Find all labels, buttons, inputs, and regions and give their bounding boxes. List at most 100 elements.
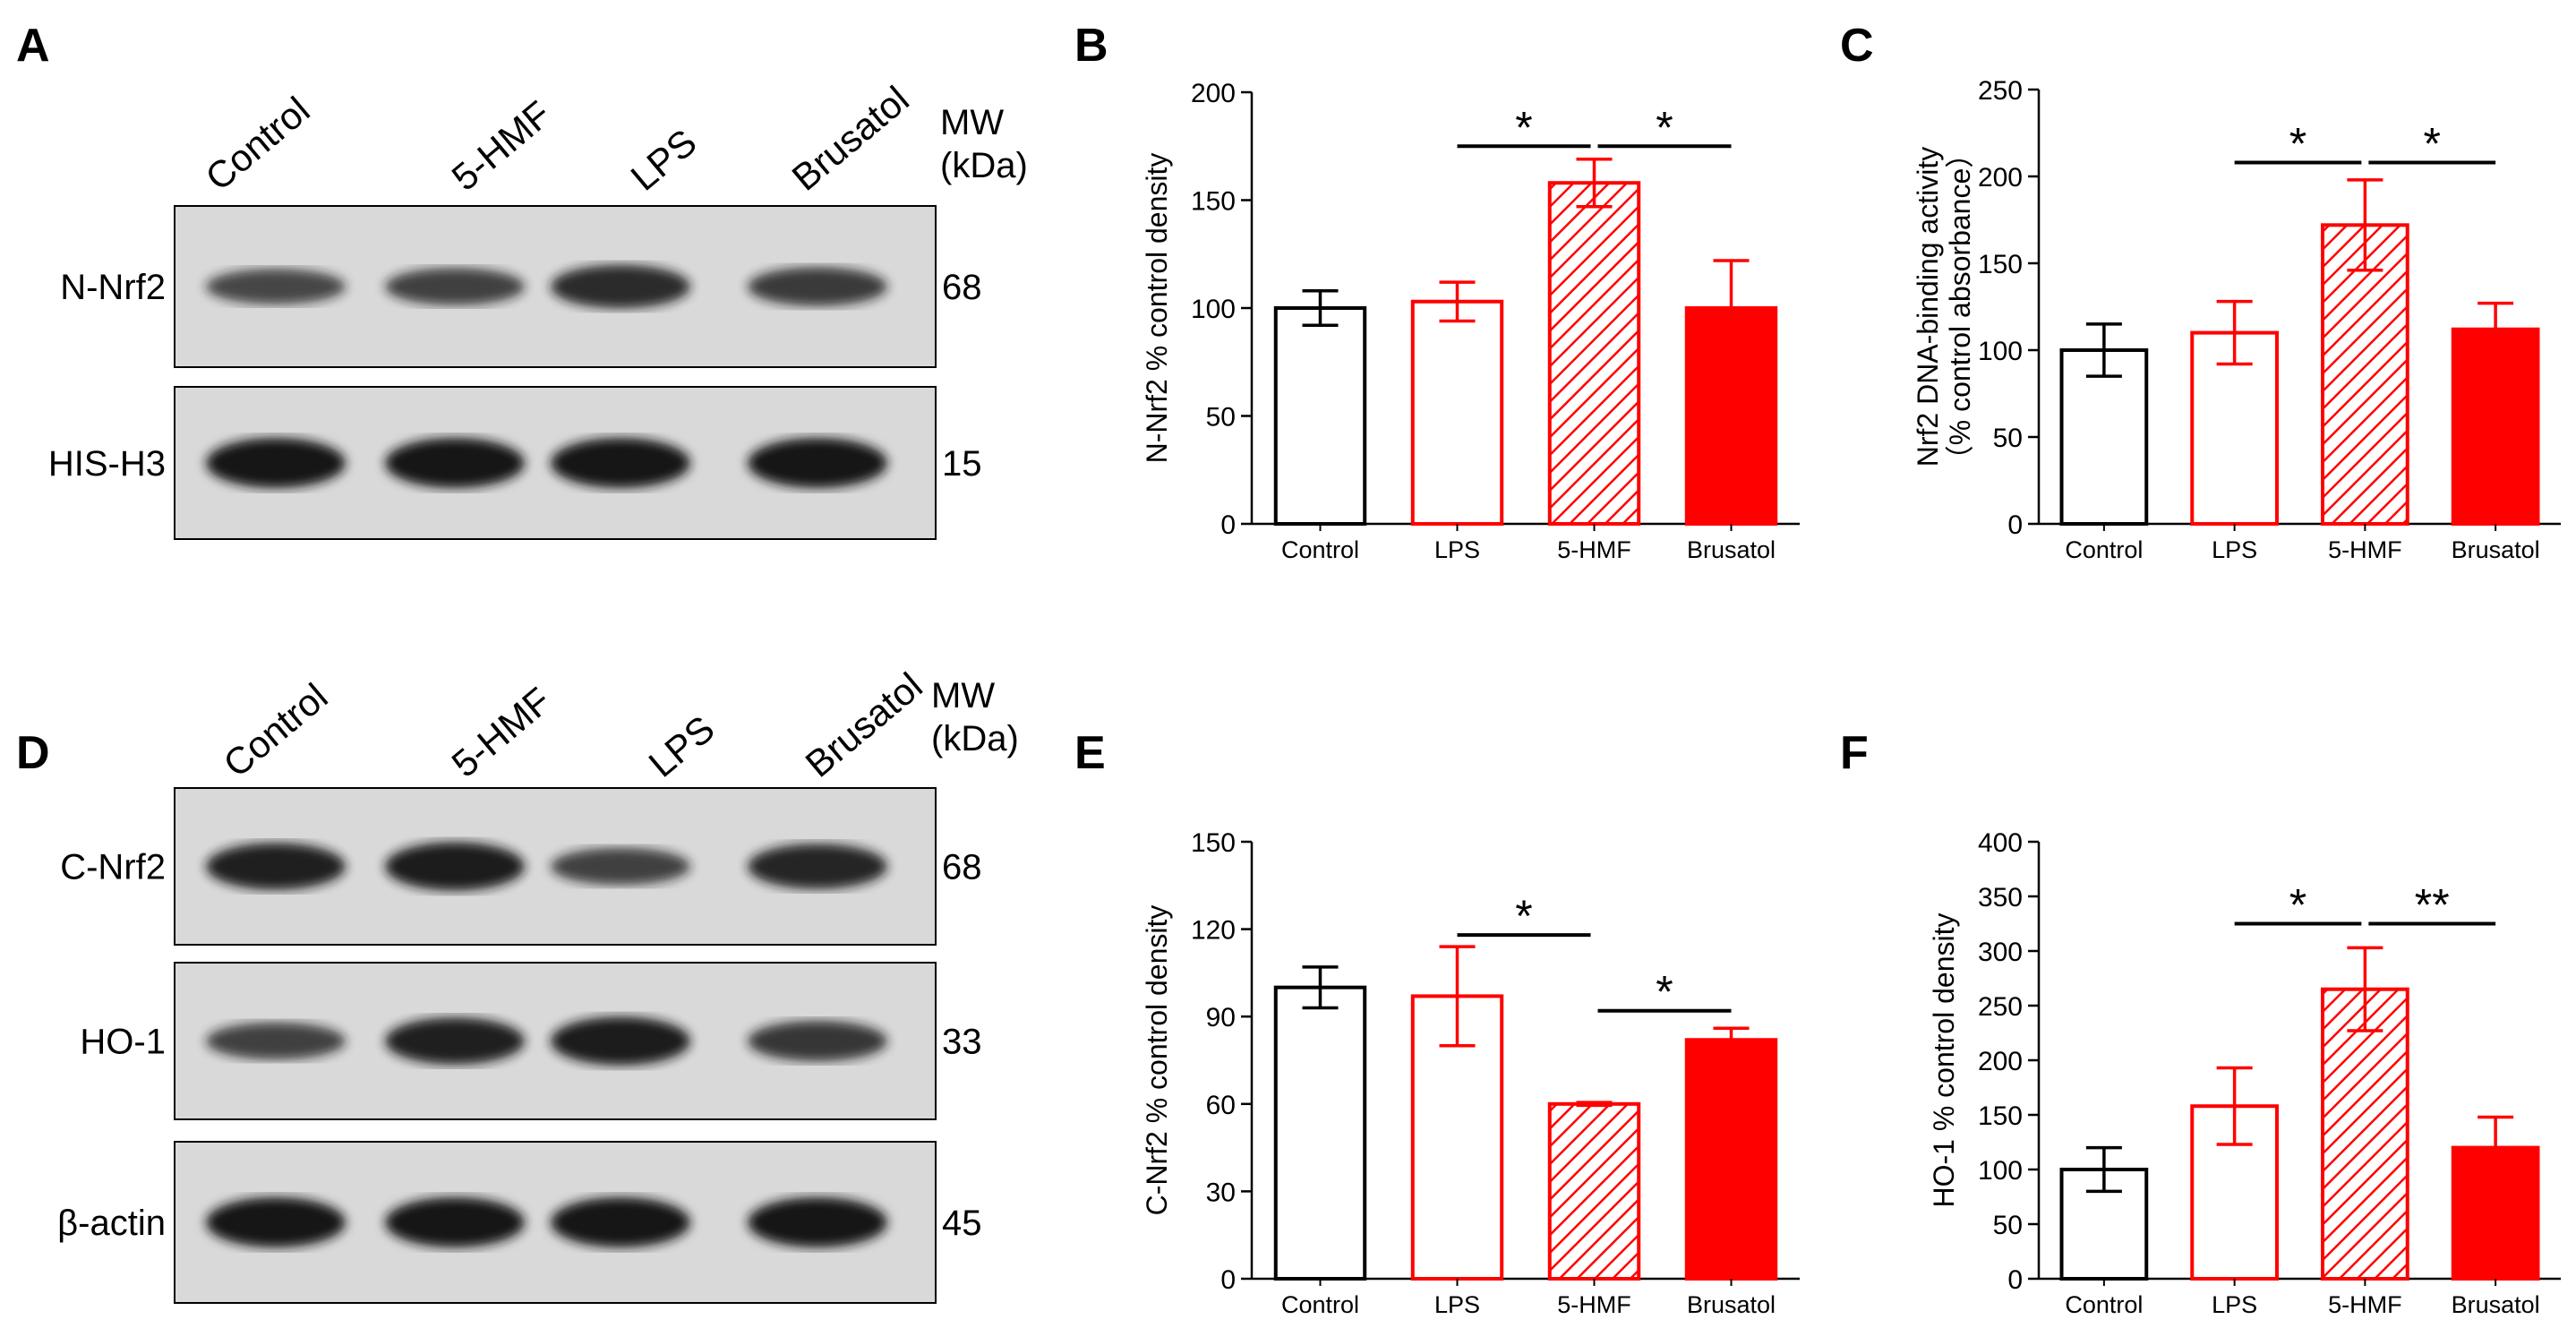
x-tick-label: LPS: [1434, 1291, 1480, 1318]
significance-label: *: [1515, 102, 1532, 152]
x-tick-label: Brusatol: [1687, 536, 1776, 563]
x-tick-label: Brusatol: [2452, 1291, 2540, 1318]
protein-band: [385, 438, 525, 488]
lane-label: Brusatol: [784, 78, 917, 199]
y-tick-label: 200: [1978, 163, 2023, 193]
y-axis-label: HO-1 % control density: [1928, 912, 1960, 1207]
y-tick-label: 200: [1978, 1047, 2023, 1076]
blot-row-label: β-actin: [57, 1204, 166, 1243]
bar-charts: B 0 50 100 150 200 N-Nrf2 % control density Con…: [1074, 20, 2561, 1318]
y-tick-label: 100: [1978, 1156, 2023, 1186]
y-tick-label: 50: [1993, 424, 2023, 453]
y-tick-label: 0: [1220, 510, 1236, 540]
y-tick-label: 60: [1206, 1091, 1236, 1120]
x-tick-label: 5-HMF: [1557, 1291, 1631, 1318]
panel-letter-F: F: [1840, 727, 1869, 779]
mw-value: 68: [942, 268, 982, 307]
bar: [2451, 1145, 2540, 1281]
y-tick-label: 100: [1191, 295, 1236, 324]
y-tick-label: 150: [1191, 828, 1236, 858]
protein-band: [206, 438, 346, 488]
blot-row-label: HIS-H3: [48, 444, 166, 484]
significance-label: *: [1656, 102, 1673, 152]
protein-band: [206, 843, 346, 890]
panel-letter-B: B: [1074, 20, 1108, 72]
panel-letter-A: A: [16, 20, 50, 72]
y-tick-label: 0: [2007, 1265, 2023, 1295]
lane-label: 5-HMF: [444, 92, 560, 198]
bar: [1547, 181, 1641, 526]
protein-band: [551, 438, 690, 488]
protein-band: [206, 1022, 346, 1060]
y-tick-label: 350: [1978, 883, 2023, 912]
y-tick-label: 300: [1978, 938, 2023, 967]
y-axis-label: C-Nrf2 % control density: [1141, 905, 1173, 1216]
bar: [1273, 985, 1367, 1281]
protein-band: [748, 1197, 887, 1247]
x-tick-label: LPS: [2212, 1291, 2257, 1318]
bar: [1684, 1038, 1778, 1281]
lane-label: LPS: [623, 121, 705, 199]
y-tick-label: 250: [1978, 992, 2023, 1022]
mw-value: 68: [942, 848, 982, 887]
y-tick-label: 400: [1978, 828, 2023, 858]
y-tick-label: 90: [1206, 1003, 1236, 1032]
y-tick-label: 200: [1191, 79, 1236, 108]
significance-label: *: [1515, 891, 1532, 941]
bar: [2321, 987, 2409, 1281]
y-axis-label: （% control absorbance）: [1944, 140, 1976, 475]
blot-row-label: N-Nrf2: [60, 268, 166, 307]
significance-label: *: [2289, 880, 2306, 930]
y-tick-label: 30: [1206, 1178, 1236, 1207]
blot-row-label: HO-1: [80, 1023, 166, 1062]
protein-band: [551, 847, 690, 886]
x-tick-label: Brusatol: [2452, 536, 2540, 563]
bar: [1273, 306, 1367, 526]
blot-row-label: C-Nrf2: [60, 848, 166, 887]
protein-band: [206, 1197, 346, 1247]
protein-band: [206, 269, 346, 304]
protein-band: [748, 844, 887, 889]
mw-value: 15: [942, 444, 982, 484]
y-tick-label: 150: [1978, 1101, 2023, 1131]
panel-letter-C: C: [1840, 20, 1874, 72]
y-tick-label: 50: [1993, 1211, 2023, 1240]
x-tick-label: LPS: [2212, 536, 2257, 563]
protein-band: [551, 264, 690, 309]
y-tick-label: 0: [2007, 510, 2023, 540]
lane-label: Control: [198, 89, 318, 199]
mw-header: (kDa): [931, 719, 1019, 758]
y-tick-label: 150: [1978, 250, 2023, 279]
bar: [2451, 327, 2540, 526]
lane-label: Control: [216, 675, 336, 785]
panel-letter-D: D: [16, 727, 50, 779]
protein-band: [551, 1016, 690, 1066]
blot-panel-A: A Control 5-HMF LPS Brusatol MW (kDa) N-Nrf2 68 H…: [16, 20, 1028, 540]
x-tick-label: Control: [2065, 1291, 2143, 1318]
lane-label: 5-HMF: [444, 679, 560, 784]
protein-band: [385, 1197, 525, 1247]
lane-label: Brusatol: [798, 664, 930, 785]
y-axis-label: Nrf2 DNA-binding activity: [1912, 147, 1944, 467]
significance-label: *: [1656, 967, 1673, 1017]
lane-label: LPS: [641, 707, 723, 785]
y-axis-label: N-Nrf2 % control density: [1141, 153, 1173, 464]
y-tick-label: 250: [1978, 76, 2023, 106]
significance-label: *: [2424, 118, 2441, 168]
protein-band: [385, 842, 525, 891]
protein-band: [385, 1017, 525, 1065]
x-tick-label: Brusatol: [1687, 1291, 1776, 1318]
x-tick-label: 5-HMF: [2328, 1291, 2402, 1318]
x-tick-label: Control: [1281, 1291, 1359, 1318]
mw-value: 33: [942, 1023, 982, 1062]
bar: [1410, 299, 1504, 526]
mw-header: MW: [931, 676, 995, 715]
y-tick-label: 120: [1191, 916, 1236, 946]
blot-panel-D: D Control 5-HMF LPS Brusatol MW (kDa) C-Nrf2 68 H…: [16, 664, 1019, 1304]
chart-panel-B: B 0 50 100 150 200 N-Nrf2 % control density Con…: [1074, 20, 1800, 563]
panel-letter-E: E: [1074, 727, 1106, 779]
protein-band: [748, 267, 887, 306]
mw-header: (kDa): [940, 146, 1028, 185]
